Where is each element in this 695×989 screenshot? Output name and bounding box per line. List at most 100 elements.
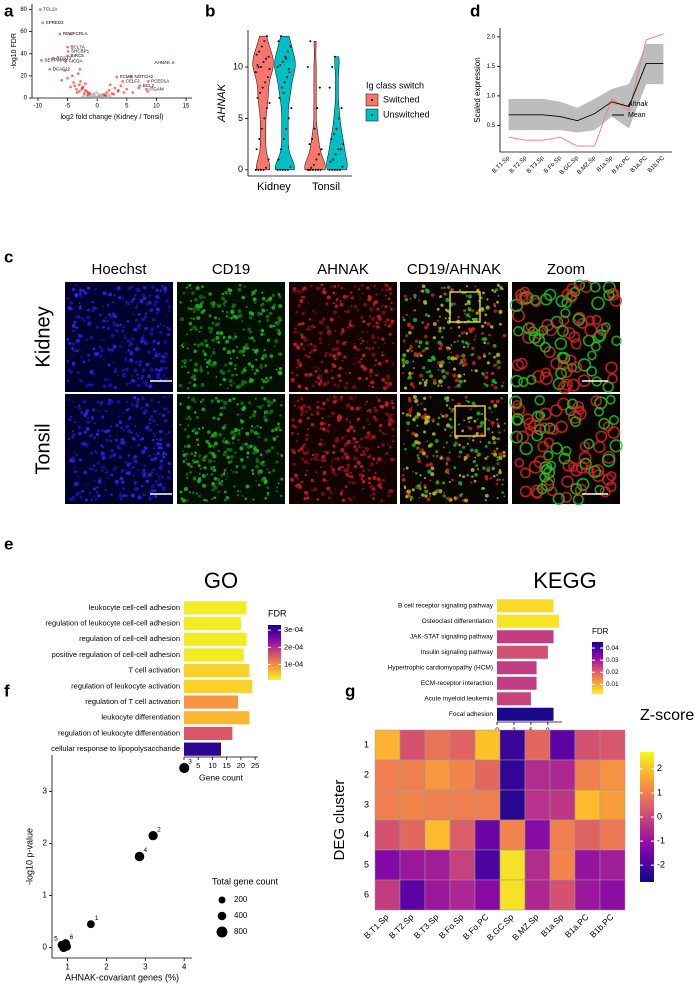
- cell-dot: [136, 469, 139, 472]
- cell-dot: [496, 352, 501, 357]
- cell-dot: [389, 291, 393, 295]
- cell-dot: [237, 314, 241, 319]
- point: [104, 96, 107, 99]
- cell-dot: [238, 429, 241, 432]
- cell-dot: [152, 468, 156, 472]
- cell-dot: [444, 428, 447, 431]
- y-tick-label: 1: [43, 891, 48, 900]
- cell-dot: [314, 366, 317, 369]
- cell-dot: [304, 372, 309, 377]
- colorbar-tick-label: 1: [657, 787, 662, 797]
- cell-dot: [200, 341, 205, 347]
- point: [60, 78, 64, 82]
- cell-dot: [337, 284, 341, 288]
- heatmap-cell: [474, 819, 501, 851]
- cell-dot: [188, 491, 191, 494]
- cell-dot: [78, 404, 81, 408]
- cell-dot: [388, 416, 393, 421]
- cell: [587, 350, 597, 361]
- y-tick-label: 80: [20, 7, 27, 13]
- cell-dot: [180, 365, 184, 368]
- cell-dot: [185, 458, 188, 461]
- point: [289, 45, 292, 48]
- cell-dot: [348, 371, 352, 375]
- cell-dot: [223, 471, 226, 474]
- cell: [511, 415, 523, 426]
- cell-dot: [384, 401, 389, 406]
- cell-dot: [462, 345, 466, 349]
- cell-dot: [428, 492, 432, 495]
- cell-dot: [166, 327, 169, 329]
- cell-dot: [388, 382, 393, 386]
- point: [342, 143, 345, 146]
- cell-dot: [424, 313, 429, 317]
- cell-dot: [457, 315, 460, 319]
- zoom-box: [449, 291, 481, 323]
- cell-dot: [122, 494, 126, 498]
- cell-dot: [445, 461, 448, 465]
- cell-dot: [313, 456, 318, 461]
- cell-dot: [222, 405, 226, 410]
- row-label: Kidney: [32, 306, 54, 367]
- cell-dot: [465, 294, 468, 297]
- cell-dot: [491, 424, 494, 427]
- cell-dot: [102, 446, 105, 449]
- cell-dot: [83, 291, 88, 295]
- cell-dot: [280, 454, 284, 457]
- cell-dot: [69, 301, 74, 305]
- cell: [566, 378, 580, 392]
- cell-dot: [315, 286, 319, 290]
- cell-dot: [95, 325, 100, 329]
- cell-dot: [492, 303, 497, 307]
- cell-dot: [331, 492, 333, 495]
- cell-dot: [136, 383, 141, 388]
- cell-dot: [112, 300, 116, 304]
- cell-dot: [159, 446, 163, 450]
- cell-dot: [449, 417, 453, 421]
- cell-dot: [133, 424, 137, 428]
- cell-dot: [496, 418, 499, 421]
- cell-dot: [498, 469, 502, 472]
- cell-dot: [67, 417, 72, 422]
- cell-dot: [339, 366, 342, 370]
- cell-dot: [123, 334, 126, 336]
- cell-dot: [152, 357, 155, 360]
- cell-dot: [471, 475, 474, 478]
- cell-dot: [423, 476, 427, 480]
- cell-dot: [366, 418, 369, 422]
- cell-dot: [148, 496, 152, 501]
- cell-dot: [376, 477, 380, 481]
- cell: [584, 464, 595, 475]
- cell-dot: [133, 396, 137, 400]
- cell-dot: [135, 461, 138, 464]
- cell-dot: [493, 290, 497, 293]
- cell-dot: [304, 354, 307, 357]
- cell-dot: [355, 440, 358, 444]
- cell-dot: [103, 359, 105, 361]
- cell-dot: [476, 411, 481, 416]
- cell-dot: [467, 400, 470, 404]
- cell-dot: [178, 383, 183, 388]
- cell-dot: [247, 362, 252, 366]
- point: [335, 127, 338, 130]
- cell-dot: [193, 400, 197, 403]
- cell-dot: [119, 492, 123, 496]
- cell-dot: [309, 351, 312, 354]
- cell-dot: [465, 285, 468, 288]
- cell-dot: [432, 454, 435, 457]
- cell-dot: [211, 350, 216, 355]
- cell-dot: [193, 454, 197, 457]
- cell-dot: [229, 383, 233, 387]
- cell: [539, 371, 553, 385]
- cell-dot: [207, 326, 211, 330]
- cell-dot: [107, 347, 110, 350]
- cell-dot: [463, 379, 467, 383]
- point-label: 2: [157, 826, 161, 833]
- cell-dot: [387, 494, 391, 498]
- cell-dot: [486, 342, 490, 345]
- cell-dot: [252, 339, 256, 343]
- cell-dot: [92, 347, 96, 351]
- cell-dot: [417, 459, 421, 464]
- panel-letter: c: [4, 247, 13, 266]
- cell-dot: [182, 460, 186, 463]
